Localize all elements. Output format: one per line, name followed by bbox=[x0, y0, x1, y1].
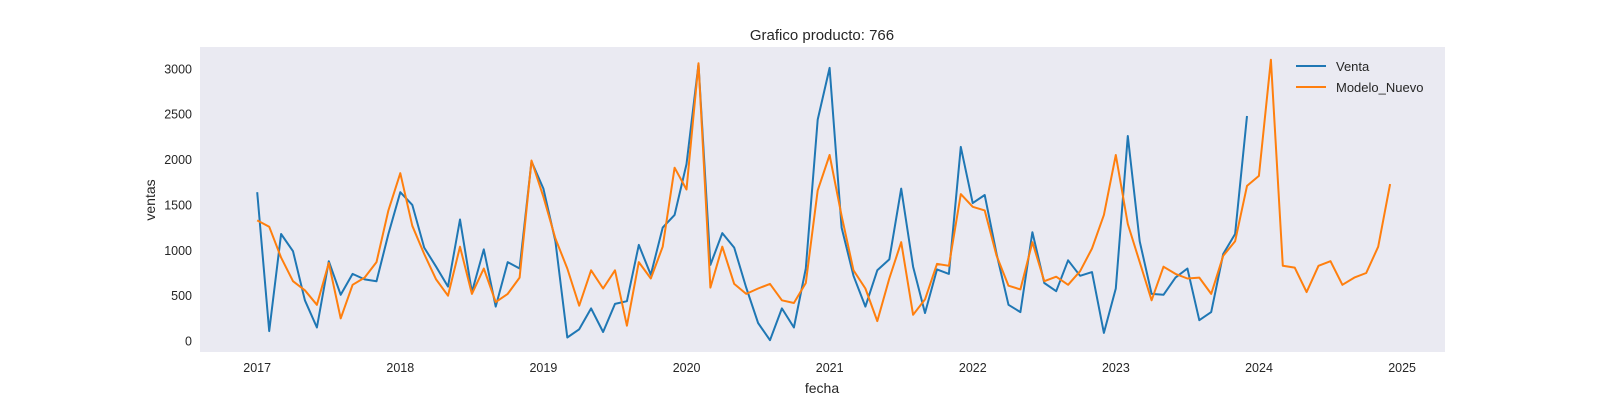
x-tick-label: 2018 bbox=[386, 361, 414, 375]
y-tick-label: 1500 bbox=[164, 198, 192, 212]
x-tick-label: 2021 bbox=[816, 361, 844, 375]
series-layer bbox=[256, 58, 1392, 342]
x-tick-label: 2020 bbox=[673, 361, 701, 375]
y-tick-label: 2500 bbox=[164, 108, 192, 122]
series-line-modelo-nuevo bbox=[256, 58, 1392, 327]
y-tick-label: 0 bbox=[185, 335, 192, 349]
x-tick-label: 2023 bbox=[1102, 361, 1130, 375]
y-tick-label: 1000 bbox=[164, 244, 192, 258]
y-tick-label: 2000 bbox=[164, 153, 192, 167]
series-line-venta bbox=[256, 63, 1248, 342]
x-tick-label: 2017 bbox=[243, 361, 271, 375]
chart-title: Grafico producto: 766 bbox=[750, 27, 894, 44]
legend-label: Venta bbox=[1336, 59, 1370, 74]
legend: Venta Modelo_Nuevo bbox=[1296, 59, 1423, 95]
x-tick-label: 2024 bbox=[1245, 361, 1273, 375]
legend-label: Modelo_Nuevo bbox=[1336, 80, 1423, 95]
x-axis-label: fecha bbox=[805, 380, 839, 396]
y-axis-ticks: 0 500 1000 1500 2000 2500 3000 bbox=[164, 62, 192, 348]
x-tick-label: 2022 bbox=[959, 361, 987, 375]
x-axis-ticks: 2017 2018 2019 2020 2021 2022 2023 2024 2025 bbox=[243, 361, 1416, 375]
x-tick-label: 2019 bbox=[529, 361, 557, 375]
y-axis-label: ventas bbox=[142, 179, 158, 220]
plot-background bbox=[200, 47, 1445, 352]
x-tick-label: 2025 bbox=[1388, 361, 1416, 375]
y-tick-label: 3000 bbox=[164, 62, 192, 76]
y-tick-label: 500 bbox=[171, 289, 192, 303]
